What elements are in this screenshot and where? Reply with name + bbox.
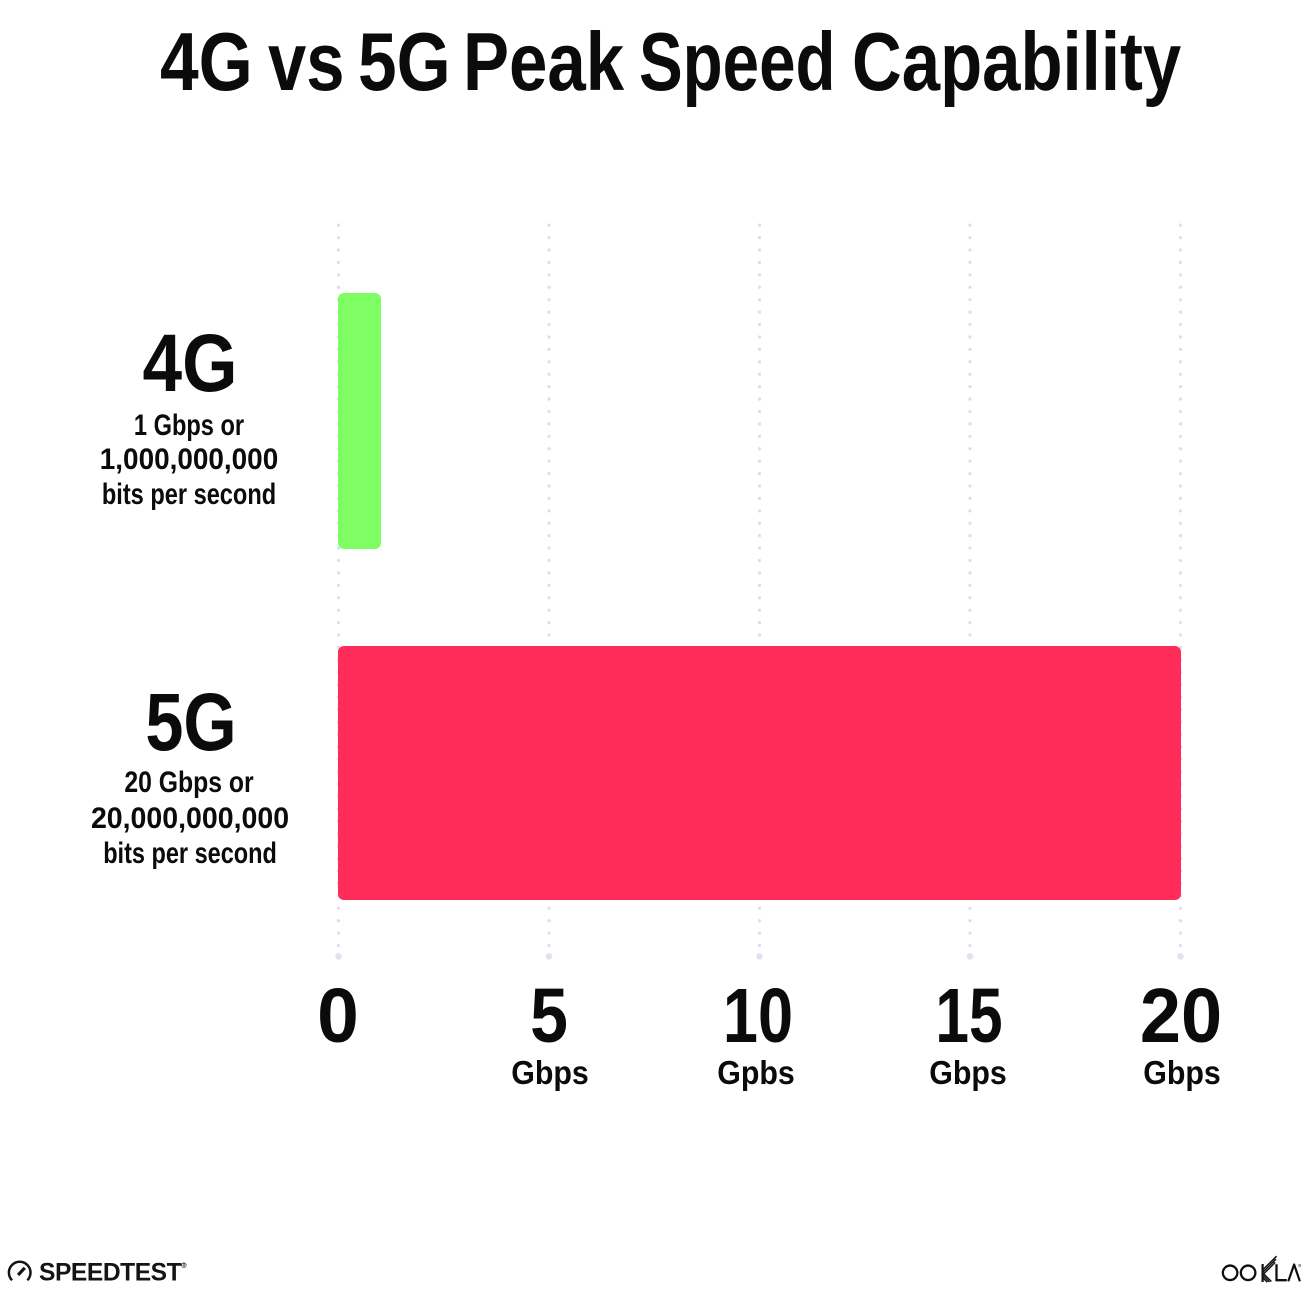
svg-text:SPEEDTEST: SPEEDTEST (39, 1259, 182, 1286)
